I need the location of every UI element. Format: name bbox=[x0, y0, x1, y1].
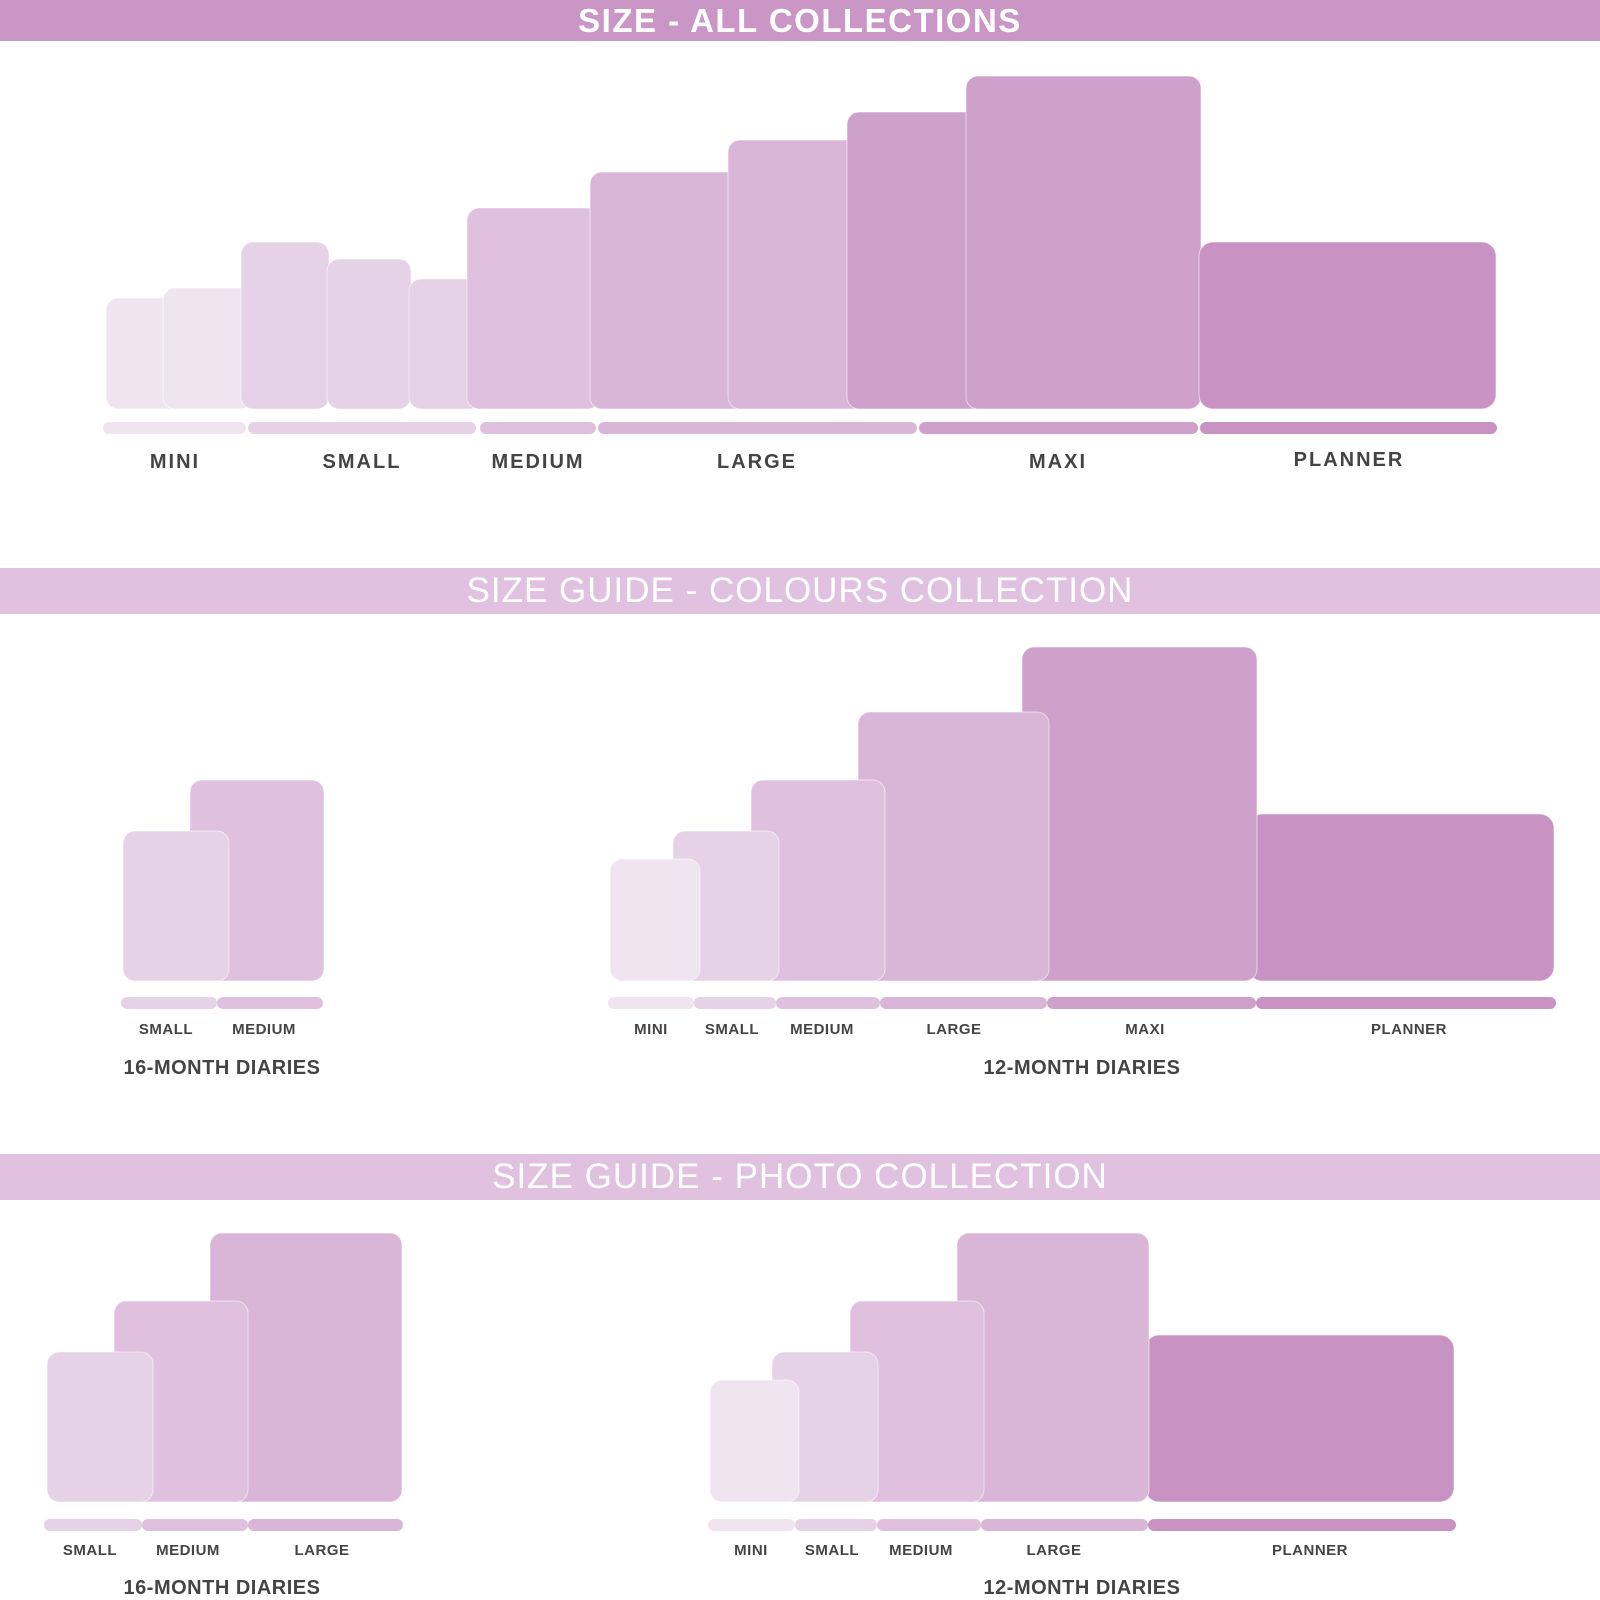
size-label-maxi: MAXI bbox=[1029, 451, 1087, 473]
size-label-medium: MEDIUM bbox=[232, 1021, 296, 1038]
size-bar-planner bbox=[1200, 422, 1497, 434]
colours-16-month-diagram: SMALL MEDIUM 16-MONTH DIARIES bbox=[121, 779, 325, 1079]
size-label-large: LARGE bbox=[927, 1021, 982, 1038]
section-banner-colours-collection: SIZE GUIDE - COLOURS COLLECTION bbox=[0, 568, 1600, 614]
size-label-small: SMALL bbox=[705, 1021, 759, 1038]
size-label-medium: MEDIUM bbox=[889, 1542, 953, 1559]
size-bar-mini bbox=[103, 422, 246, 434]
size-label-mini: MINI bbox=[634, 1021, 668, 1038]
size-bar-mini bbox=[708, 1519, 795, 1531]
section-banner-photo-collection: SIZE GUIDE - PHOTO COLLECTION bbox=[0, 1154, 1600, 1200]
size-bar-large bbox=[880, 997, 1047, 1009]
size-label-mini: MINI bbox=[734, 1542, 768, 1559]
size-bar-small bbox=[44, 1519, 142, 1531]
book-large bbox=[857, 711, 1050, 982]
book-small bbox=[122, 830, 230, 982]
size-bar-medium bbox=[877, 1519, 981, 1531]
photo-16-month-diagram: SMALL MEDIUM LARGE 16-MONTH DIARIES bbox=[44, 1232, 403, 1599]
size-label-planner: PLANNER bbox=[1371, 1021, 1447, 1038]
diary-heading-16-month: 16-MONTH DIARIES bbox=[124, 1057, 321, 1079]
book-small-2 bbox=[326, 258, 412, 410]
size-bar-large bbox=[598, 422, 917, 434]
size-bar-medium bbox=[142, 1519, 248, 1531]
photo-12-month-diagram: MINI SMALL MEDIUM LARGE PLANNER 12-MONTH… bbox=[708, 1232, 1456, 1599]
book-medium bbox=[466, 207, 601, 410]
size-label-medium: MEDIUM bbox=[790, 1021, 854, 1038]
size-label-small: SMALL bbox=[63, 1542, 117, 1559]
size-label-mini: MINI bbox=[150, 451, 200, 473]
diary-heading-12-month: 12-MONTH DIARIES bbox=[984, 1577, 1181, 1599]
size-bar-large bbox=[981, 1519, 1148, 1531]
size-label-small: SMALL bbox=[323, 451, 402, 473]
size-label-medium: MEDIUM bbox=[491, 451, 584, 473]
size-bar-planner bbox=[1256, 997, 1556, 1009]
size-bar-medium bbox=[217, 997, 323, 1009]
size-label-maxi: MAXI bbox=[1125, 1021, 1165, 1038]
size-bar-mini bbox=[608, 997, 694, 1009]
section-title-colours-collection: SIZE GUIDE - COLOURS COLLECTION bbox=[466, 571, 1134, 610]
size-bar-maxi bbox=[919, 422, 1198, 434]
section-title-all-collections: SIZE - ALL COLLECTIONS bbox=[578, 1, 1022, 39]
size-bar-small bbox=[121, 997, 217, 1009]
size-label-planner: PLANNER bbox=[1294, 449, 1405, 471]
size-bar-large bbox=[248, 1519, 403, 1531]
diary-heading-16-month: 16-MONTH DIARIES bbox=[124, 1577, 321, 1599]
size-label-small: SMALL bbox=[805, 1542, 859, 1559]
book-planner bbox=[1198, 241, 1497, 410]
size-bar-planner bbox=[1148, 1519, 1456, 1531]
diary-heading-12-month: 12-MONTH DIARIES bbox=[984, 1057, 1181, 1079]
size-bar-small bbox=[694, 997, 776, 1009]
size-label-large: LARGE bbox=[295, 1542, 350, 1559]
book-large bbox=[956, 1232, 1150, 1503]
book-maxi bbox=[1021, 646, 1258, 982]
size-label-planner: PLANNER bbox=[1272, 1542, 1348, 1559]
size-bar-medium bbox=[776, 997, 880, 1009]
book-mini bbox=[709, 1379, 800, 1503]
book-planner bbox=[1247, 813, 1555, 982]
size-bar-maxi bbox=[1047, 997, 1256, 1009]
size-bar-medium bbox=[480, 422, 596, 434]
section-banner-all-collections: SIZE - ALL COLLECTIONS bbox=[0, 0, 1600, 41]
size-label-large: LARGE bbox=[717, 451, 797, 473]
size-label-large: LARGE bbox=[1027, 1542, 1082, 1559]
size-bar-small bbox=[248, 422, 476, 434]
book-small-1 bbox=[240, 241, 330, 410]
size-label-small: SMALL bbox=[139, 1021, 193, 1038]
colours-12-month-diagram: MINI SMALL MEDIUM LARGE MAXI PLANNER 12-… bbox=[608, 646, 1556, 1079]
book-maxi-2 bbox=[965, 75, 1202, 410]
size-label-medium: MEDIUM bbox=[156, 1542, 220, 1559]
book-small bbox=[46, 1351, 154, 1503]
all-collections-diagram: MINI SMALL MEDIUM LARGE MAXI PLANNER bbox=[103, 75, 1497, 473]
book-planner bbox=[1144, 1334, 1455, 1503]
book-mini-2 bbox=[162, 287, 253, 410]
section-title-photo-collection: SIZE GUIDE - PHOTO COLLECTION bbox=[492, 1157, 1108, 1196]
book-mini bbox=[609, 858, 701, 982]
size-bar-small bbox=[795, 1519, 877, 1531]
